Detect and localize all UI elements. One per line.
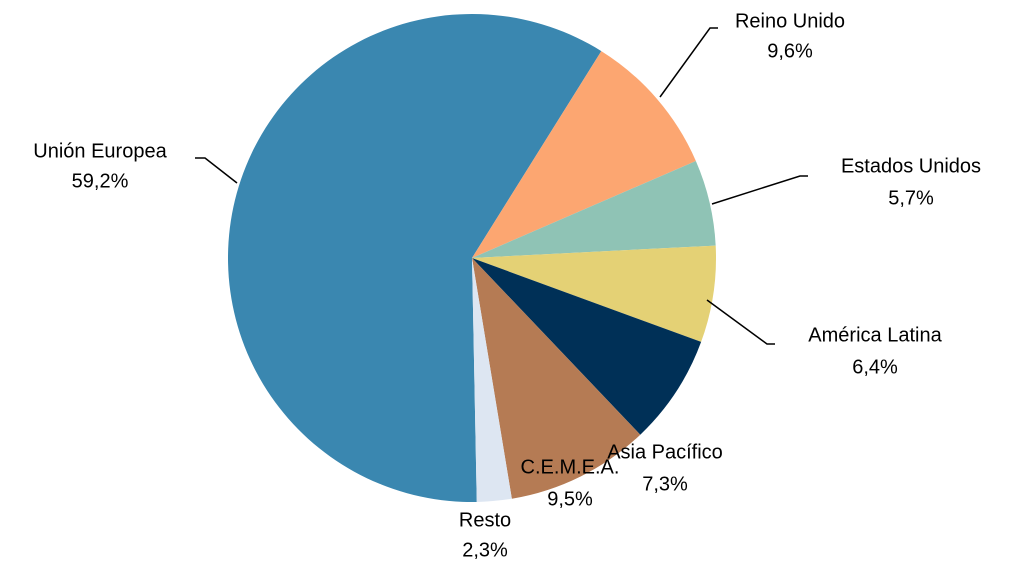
pie-slice bbox=[472, 258, 702, 435]
slice-value: 2,3% bbox=[462, 539, 508, 561]
leader-line bbox=[711, 175, 808, 205]
pie-slice bbox=[472, 245, 716, 342]
slice-value: 7,3% bbox=[642, 473, 688, 495]
slice-value: 5,7% bbox=[888, 187, 934, 209]
slice-value: 9,6% bbox=[767, 40, 813, 62]
pie-slice bbox=[472, 51, 696, 258]
pie-slice bbox=[472, 258, 641, 499]
slice-label: Estados Unidos bbox=[841, 155, 981, 177]
slice-label: América Latina bbox=[808, 324, 942, 346]
slice-label: Unión Europea bbox=[33, 140, 167, 162]
leader-line bbox=[659, 27, 718, 98]
pie-slice bbox=[227, 13, 602, 502]
leader-line bbox=[195, 157, 238, 184]
slice-label: Asia Pacífico bbox=[607, 441, 723, 463]
pie-slice bbox=[472, 160, 716, 258]
slice-value: 59,2% bbox=[72, 170, 129, 192]
leader-line bbox=[706, 299, 775, 345]
slice-label: Resto bbox=[459, 509, 511, 531]
pie-slice bbox=[472, 258, 512, 502]
slice-value: 9,5% bbox=[547, 488, 593, 510]
slice-value: 6,4% bbox=[852, 356, 898, 378]
slice-label: Reino Unido bbox=[735, 10, 845, 32]
slice-label: C.E.M.E.A. bbox=[521, 456, 620, 478]
